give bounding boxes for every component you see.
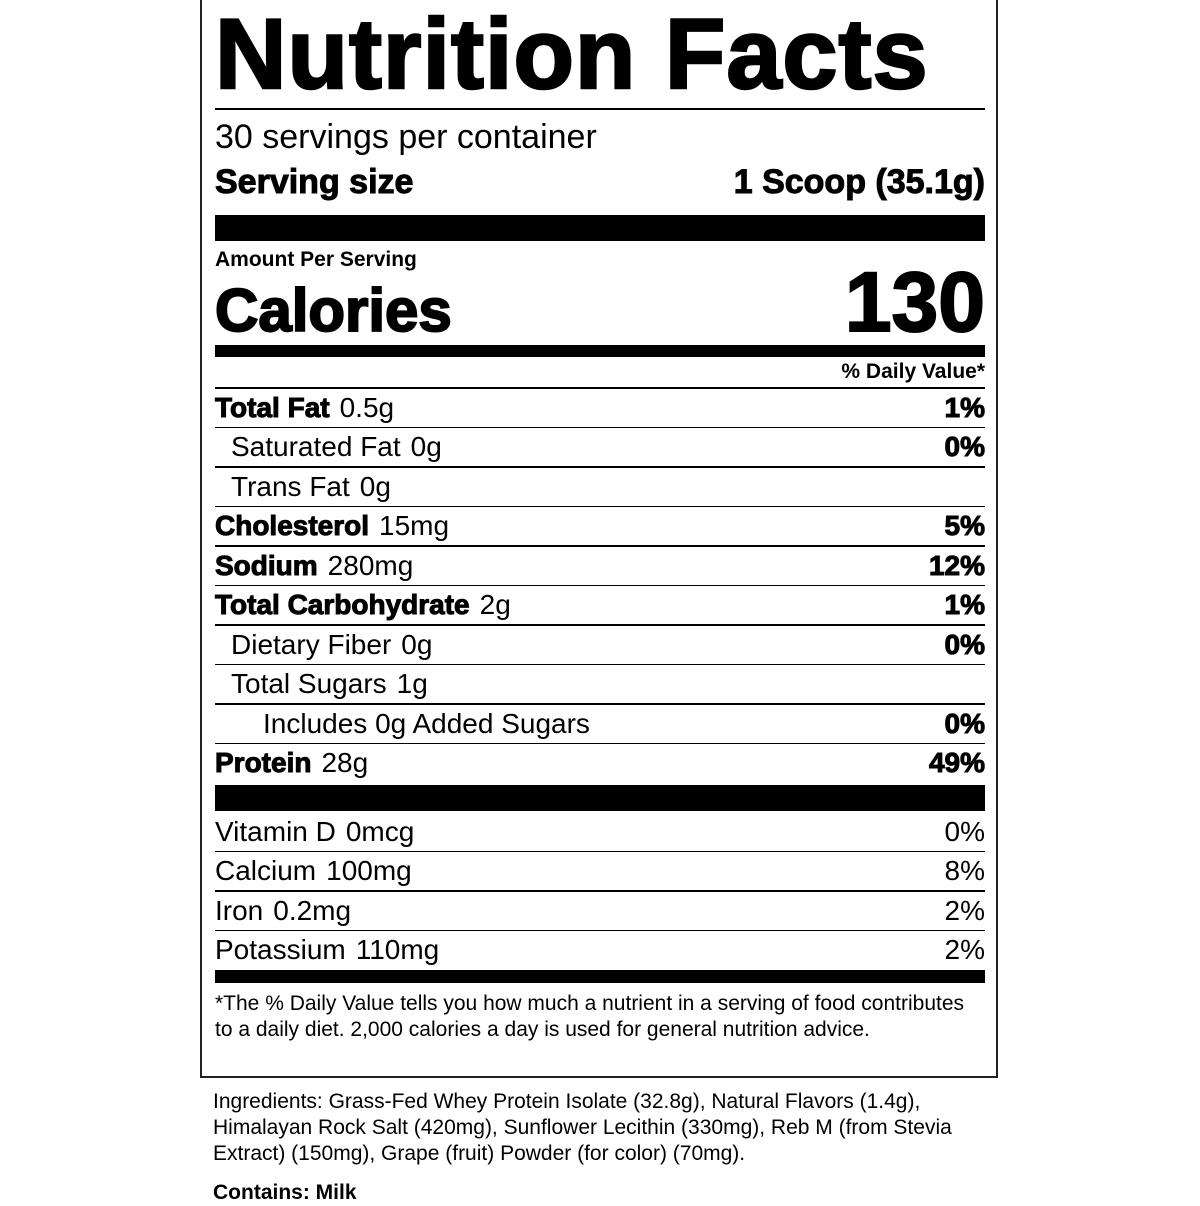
nutrient-name: Protein 28g — [214, 747, 369, 779]
nutrient-label: Sodium — [215, 549, 319, 581]
vitamin-label: Calcium — [215, 855, 317, 886]
nutrient-amount: 0g — [410, 431, 442, 462]
nutrient-row: Sodium 280mg 12% — [215, 546, 986, 585]
nutrient-row: Includes 0g Added Sugars 0% — [215, 704, 986, 743]
divider — [215, 929, 985, 931]
nutrient-daily-value: 0% — [944, 707, 985, 739]
nutrient-row: Trans Fat 0g — [215, 467, 985, 506]
nutrient-daily-value: 5% — [944, 510, 985, 542]
vitamin-amount: 100mg — [326, 855, 412, 886]
vitamin-name: Potassium 110mg — [215, 934, 439, 966]
nutrient-row: Total Sugars 1g — [215, 665, 985, 704]
nutrient-amount: 0g — [359, 470, 391, 502]
medium-divider — [215, 970, 985, 983]
vitamin-label: Iron — [215, 894, 264, 926]
nutrient-name: Saturated Fat 0g — [215, 431, 442, 463]
nutrient-name: Total Sugars 1g — [215, 668, 428, 700]
divider — [215, 108, 985, 110]
nutrient-daily-value: 0% — [944, 628, 985, 660]
divider — [215, 850, 985, 852]
daily-value-footnote: *The % Daily Value tells you how much a … — [215, 992, 965, 1041]
calories-row: Calories 130 — [214, 255, 986, 349]
nutrient-label: Includes 0g Added Sugars — [263, 707, 590, 739]
nutrient-name: Trans Fat 0g — [215, 471, 391, 503]
vitamin-amount: 110mg — [355, 934, 440, 965]
thick-divider — [215, 215, 985, 241]
nutrient-row: Total Fat 0.5g 1% — [215, 388, 986, 427]
divider — [215, 742, 985, 744]
servings-per-container: 30 servings per container — [215, 118, 597, 156]
vitamin-label: Potassium — [215, 934, 346, 965]
nutrient-daily-value: 1% — [944, 391, 985, 423]
divider — [215, 426, 985, 428]
nutrient-amount: 0.5g — [339, 391, 395, 423]
calories-label: Calories — [214, 277, 453, 344]
nutrient-amount: 2g — [479, 589, 511, 620]
nutrient-amount: 15mg — [379, 510, 450, 541]
divider — [215, 466, 985, 468]
divider — [215, 505, 985, 507]
panel-title: Nutrition Facts — [214, 0, 929, 109]
nutrient-row: Saturated Fat 0g 0% — [215, 428, 986, 467]
amount-per-serving: Amount Per Serving — [215, 248, 417, 271]
vitamin-name: Iron 0.2mg — [215, 895, 351, 927]
nutrient-amount: 0g — [401, 628, 433, 660]
ingredients: Ingredients: Grass-Fed Whey Protein Isol… — [213, 1090, 952, 1165]
divider — [215, 545, 985, 547]
nutrient-daily-value: 12% — [928, 549, 985, 581]
serving-size-row: Serving size 1 Scoop (35.1g) — [214, 162, 985, 202]
nutrient-row: Protein 28g 49% — [214, 744, 985, 783]
divider — [215, 663, 985, 665]
vitamin-row: Vitamin D 0mcg 0% — [215, 812, 985, 851]
nutrient-label: Total Fat — [215, 391, 331, 423]
nutrient-row: Cholesterol 15mg 5% — [214, 507, 985, 546]
vitamin-daily-value: 8% — [944, 855, 985, 886]
nutrient-name: Dietary Fiber 0g — [215, 629, 432, 661]
divider — [215, 387, 985, 389]
nutrient-row: Dietary Fiber 0g 0% — [215, 625, 986, 664]
serving-size-value: 1 Scoop (35.1g) — [733, 162, 985, 201]
vitamin-row: Potassium 110mg 2% — [215, 931, 985, 970]
nutrient-label: Saturated Fat — [231, 431, 401, 462]
nutrient-name: Includes 0g Added Sugars — [215, 708, 590, 740]
divider — [215, 890, 985, 892]
nutrient-name: Sodium 280mg — [215, 549, 414, 582]
daily-value-header: % Daily Value* — [841, 360, 985, 383]
vitamin-amount: 0mcg — [345, 815, 415, 847]
thick-divider — [215, 785, 985, 811]
divider — [215, 584, 985, 586]
vitamin-amount: 0.2mg — [273, 894, 352, 926]
vitamin-row: Iron 0.2mg 2% — [215, 891, 985, 930]
nutrient-label: Trans Fat — [231, 470, 350, 502]
nutrient-label: Protein — [214, 747, 312, 779]
nutrient-daily-value: 49% — [928, 747, 985, 779]
divider — [215, 624, 985, 626]
nutrient-amount: 28g — [321, 747, 369, 778]
nutrient-name: Cholesterol 15mg — [214, 510, 450, 542]
nutrient-amount: 280mg — [327, 549, 414, 581]
vitamin-name: Vitamin D 0mcg — [215, 816, 414, 848]
vitamin-daily-value: 0% — [944, 815, 985, 847]
divider — [215, 703, 985, 705]
nutrient-label: Total Carbohydrate — [215, 589, 471, 621]
medium-divider — [215, 345, 985, 357]
nutrient-label: Cholesterol — [214, 510, 370, 542]
nutrient-label: Dietary Fiber — [231, 628, 392, 660]
nutrient-row: Total Carbohydrate 2g 1% — [215, 586, 986, 625]
nutrient-name: Total Fat 0.5g — [215, 391, 395, 424]
vitamin-daily-value: 2% — [944, 894, 985, 926]
nutrition-facts-panel: Nutrition Facts 30 servings per containe… — [200, 0, 998, 1078]
vitamin-name: Calcium 100mg — [215, 855, 412, 887]
vitamin-label: Vitamin D — [215, 815, 336, 847]
vitamin-row: Calcium 100mg 8% — [215, 852, 985, 891]
serving-size-label: Serving size — [214, 162, 414, 201]
allergen-contains: Contains: Milk — [213, 1181, 357, 1204]
nutrient-amount: 1g — [396, 668, 428, 699]
nutrient-name: Total Carbohydrate 2g — [215, 589, 511, 621]
nutrient-daily-value: 1% — [944, 589, 985, 621]
calories-value: 130 — [844, 255, 986, 349]
vitamin-daily-value: 2% — [944, 934, 985, 965]
nutrient-label: Total Sugars — [231, 668, 387, 699]
nutrient-daily-value: 0% — [944, 431, 985, 463]
